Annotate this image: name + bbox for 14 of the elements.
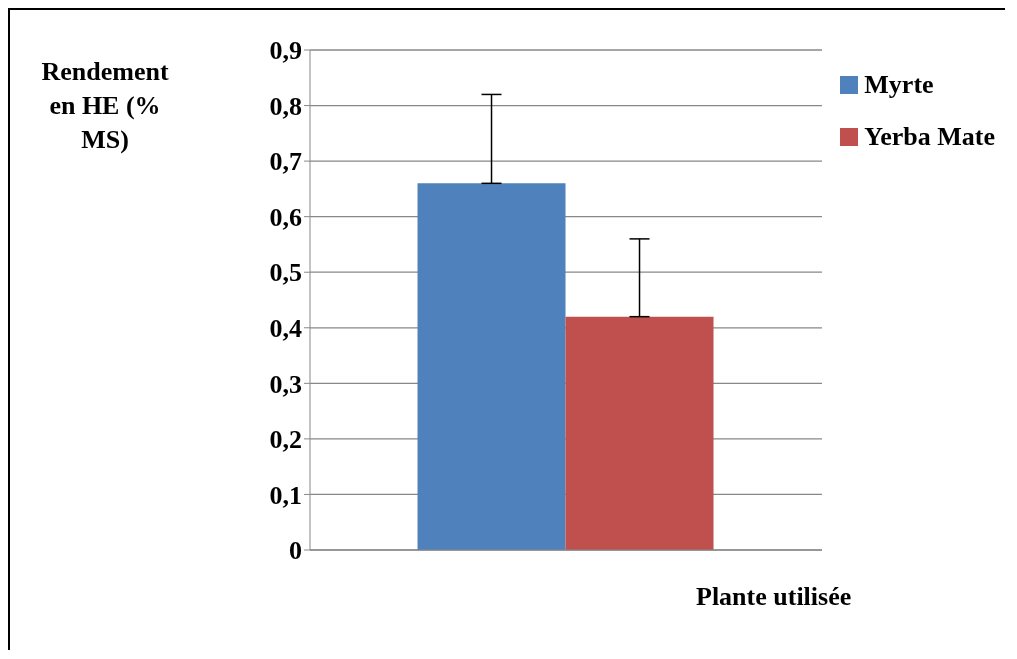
y-tick-label: 0,6 bbox=[269, 202, 302, 232]
y-tick-label: 0,8 bbox=[269, 91, 302, 121]
y-tick-label: 0,5 bbox=[269, 258, 302, 288]
y-tick-label: 0,1 bbox=[269, 480, 302, 510]
x-axis-title: Plante utilisée bbox=[696, 582, 852, 612]
legend-label: Myrte bbox=[864, 70, 934, 100]
y-tick-label: 0,3 bbox=[269, 369, 302, 399]
y-tick-label: 0,4 bbox=[269, 314, 302, 344]
y-tick-label: 0,7 bbox=[269, 147, 302, 177]
y-axis-title: Rendement en HE (% MS) bbox=[40, 56, 170, 156]
y-tick-label: 0,2 bbox=[269, 425, 302, 455]
y-tick-label: 0 bbox=[289, 536, 302, 566]
legend-label: Yerba Mate bbox=[864, 122, 995, 152]
y-tick-label: 0,9 bbox=[269, 36, 302, 66]
